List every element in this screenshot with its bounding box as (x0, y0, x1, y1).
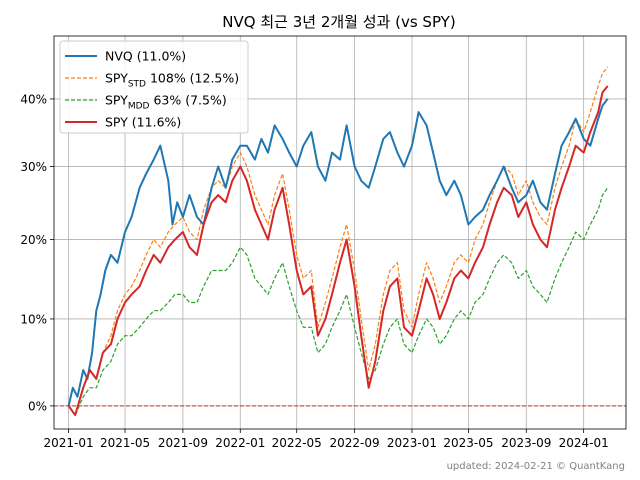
legend-entry-label: SPYMDD 63% (7.5%) (105, 93, 227, 112)
x-tick-label: 2022-09 (330, 436, 380, 450)
x-tick-label: 2023-05 (443, 436, 493, 450)
series-line-1 (68, 66, 609, 416)
x-tick-label: 2022-01 (215, 436, 265, 450)
x-axis-ticks: 2021-01 2021-05 2021-09 2022-01 2022-05 2022-… (44, 429, 609, 450)
y-tick-label: 30% (20, 160, 47, 174)
legend-entry-detail: 63% (7.5%) (149, 93, 226, 108)
x-tick-label: 2024-01 (559, 436, 609, 450)
legend-entry-subscript: MDD (128, 102, 150, 112)
footer-note: updated: 2024-02-21 © QuantKang (447, 461, 625, 472)
legend-entry-name: NVQ (11.0%) (105, 49, 186, 64)
legend-entry-name: SPY (11.6%) (105, 115, 181, 130)
legend-box (59, 40, 249, 134)
x-tick-label: 2023-09 (501, 436, 551, 450)
legend-entry-name: SPY (105, 71, 128, 86)
series-line-0 (67, 98, 609, 407)
legend-entry-name: SPY (105, 93, 128, 108)
y-tick-label: 40% (20, 92, 47, 106)
x-tick-label: 2023-01 (387, 436, 437, 450)
legend-entry-detail: 108% (12.5%) (146, 71, 239, 86)
chart-title: NVQ 최근 3년 2개월 성과 (vs SPY) (222, 13, 455, 31)
y-tick-label: 20% (20, 233, 47, 247)
plot-frame (53, 35, 627, 430)
legend-entry-label: SPY (11.6%) (105, 115, 181, 130)
legend: NVQ (11.0%)SPYSTD 108% (12.5%)SPYMDD 63%… (59, 40, 249, 134)
series-line-2 (68, 187, 609, 416)
x-tick-label: 2021-09 (158, 436, 208, 450)
y-tick-label: 10% (20, 312, 47, 326)
x-tick-label: 2022-05 (272, 436, 322, 450)
x-tick-label: 2021-01 (44, 436, 94, 450)
legend-entry-label: NVQ (11.0%) (105, 49, 186, 64)
x-tick-label: 2021-05 (100, 436, 150, 450)
y-axis-ticks: 0% 10% 20% 30% 40% (20, 92, 54, 413)
series-line-3 (67, 85, 609, 417)
legend-entry-subscript: STD (128, 80, 146, 90)
legend-entry-label: SPYSTD 108% (12.5%) (105, 71, 239, 90)
series-lines (67, 66, 609, 417)
y-tick-label: 0% (28, 399, 47, 413)
